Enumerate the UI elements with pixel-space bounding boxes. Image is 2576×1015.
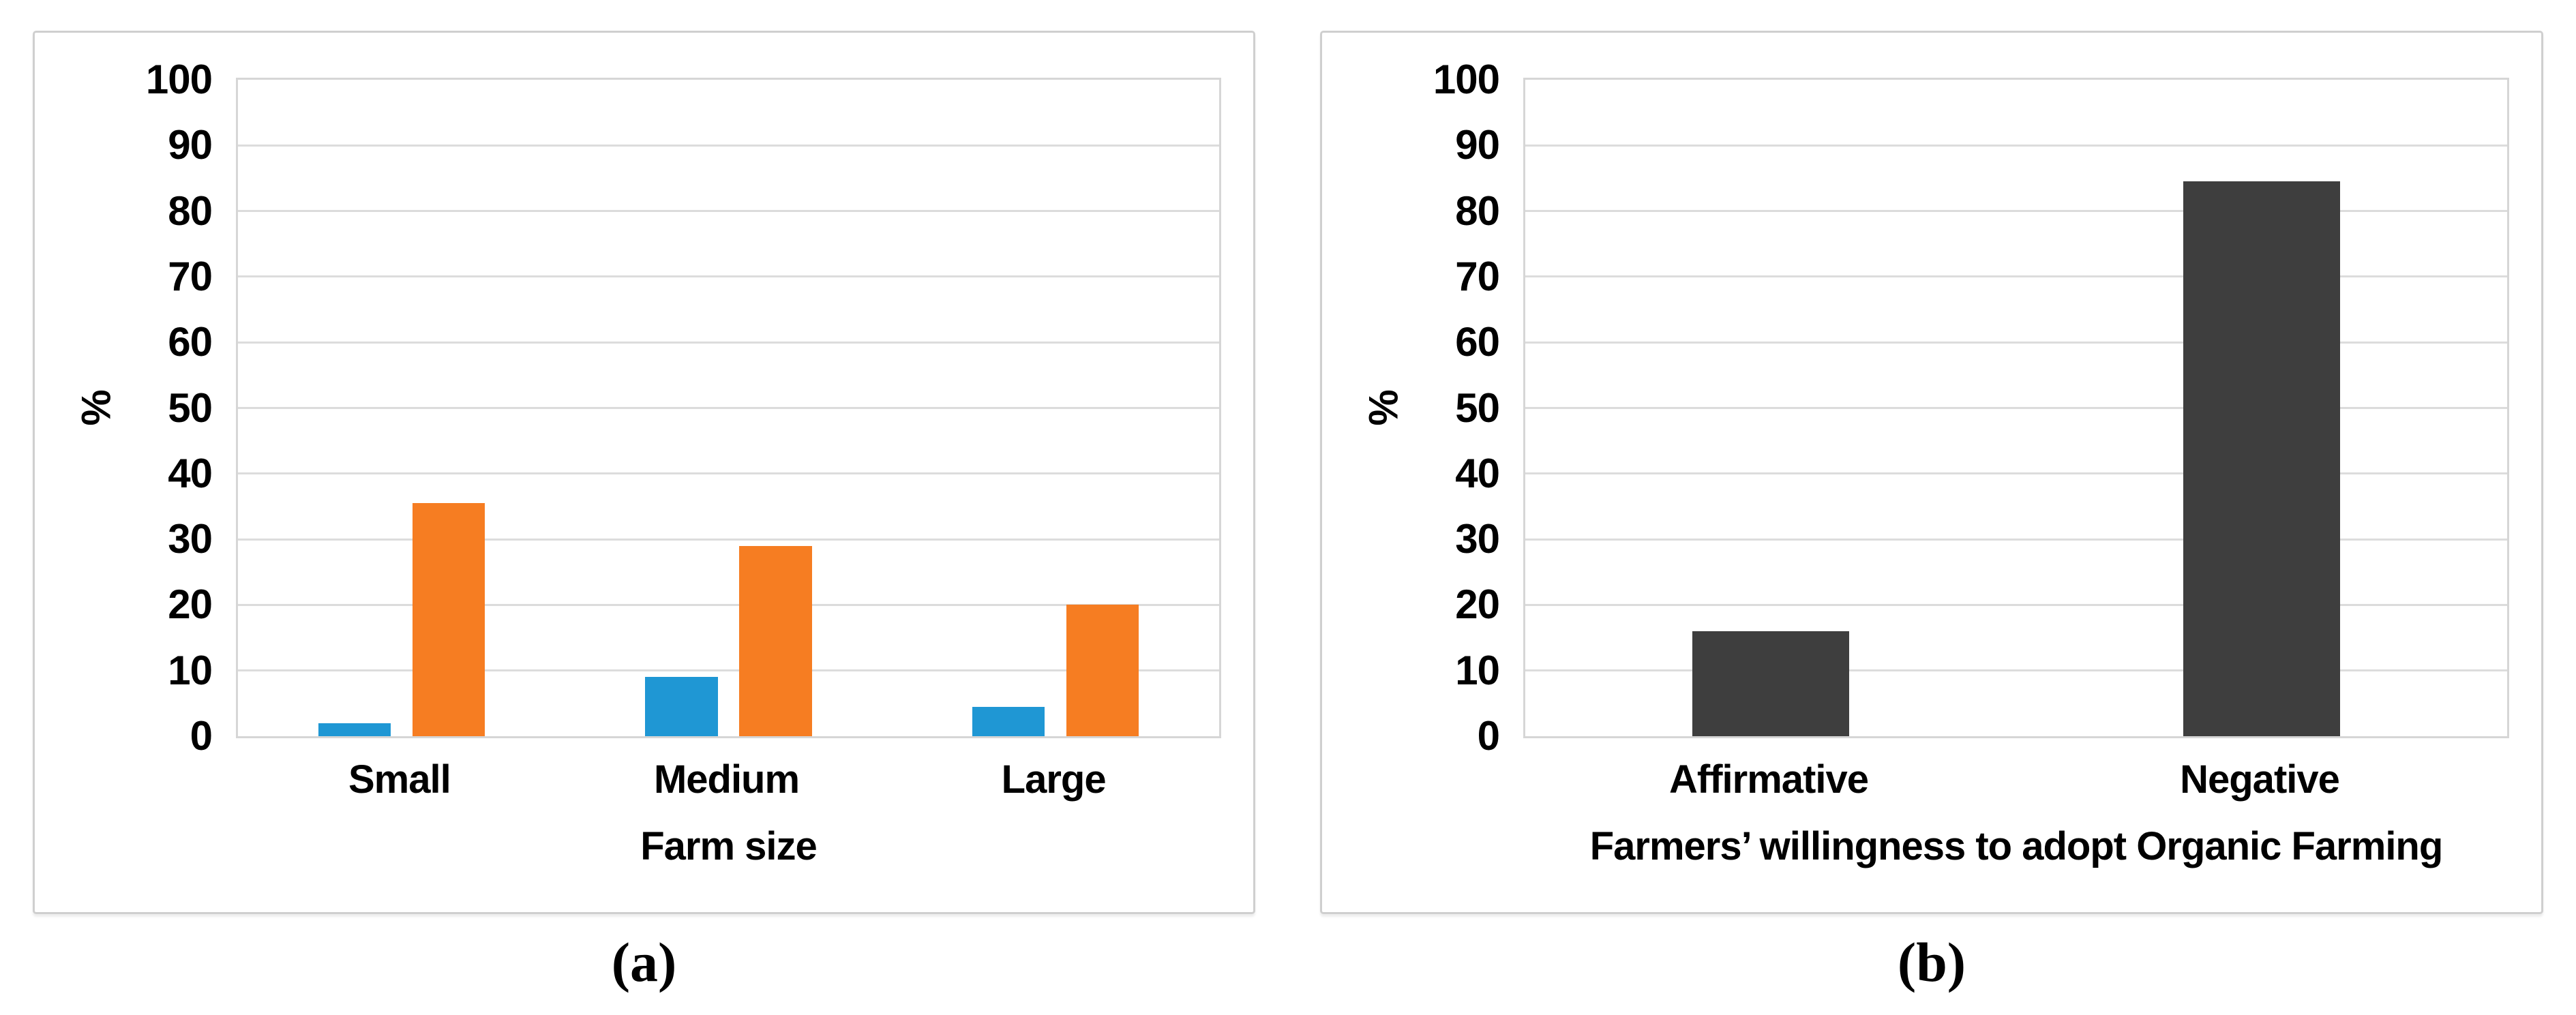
gridline-50	[1525, 407, 2507, 409]
y-tick-label-30: 30	[1455, 516, 1500, 562]
y-tick-label-40: 40	[168, 450, 213, 496]
y-axis-ticks: 0 10 20 30 40 50 60 70 80 90 100	[35, 33, 213, 912]
y-tick-label-0: 0	[190, 713, 213, 759]
y-tick-label-50: 50	[168, 384, 213, 431]
y-tick-label-100: 100	[1433, 57, 1500, 102]
y-tick-label-60: 60	[168, 319, 213, 365]
bar-small-series-2	[412, 503, 485, 736]
bar-chart-a: % 0 10 20 30 40 50 60 70 80 90 100 Small Medium Larg…	[35, 33, 1253, 912]
gridline-50	[238, 407, 1219, 409]
gridline-90	[238, 144, 1219, 147]
y-tick-label-0: 0	[1477, 713, 1500, 759]
gridline-30	[1525, 538, 2507, 541]
plot-area	[236, 78, 1221, 738]
y-tick-label-50: 50	[1455, 384, 1500, 431]
gridline-20	[238, 603, 1219, 606]
gridline-20	[1525, 603, 2507, 606]
gridline-80	[1525, 210, 2507, 213]
gridline-10	[238, 669, 1219, 672]
y-tick-label-90: 90	[168, 122, 213, 168]
gridline-60	[238, 341, 1219, 344]
bar-medium-series-2	[739, 545, 812, 736]
y-tick-label-70: 70	[168, 253, 213, 299]
y-tick-label-30: 30	[168, 516, 213, 562]
x-axis-title: Farm size	[640, 824, 818, 868]
bar-negative-series-1	[2183, 181, 2341, 736]
x-axis-title: Farmers’ willingness to adopt Organic Fa…	[1589, 824, 2444, 868]
bar-small-series-1	[318, 723, 391, 736]
x-tick-label-medium: Medium	[653, 757, 800, 802]
y-axis-ticks: 0 10 20 30 40 50 60 70 80 90 100	[1322, 33, 1500, 912]
gridline-70	[1525, 275, 2507, 278]
x-axis-ticks: Affirmative Negative	[1322, 33, 2541, 912]
x-tick-label-large: Large	[1001, 757, 1107, 802]
plot-area	[1523, 78, 2509, 738]
y-tick-label-20: 20	[168, 581, 213, 628]
y-tick-label-10: 10	[168, 647, 213, 693]
chart-panel-b: % 0 10 20 30 40 50 60 70 80 90 100 Affirmative Nega…	[1320, 31, 2543, 914]
x-tick-label-affirmative: Affirmative	[1669, 757, 1869, 802]
y-tick-label-80: 80	[1455, 187, 1500, 234]
x-tick-label-small: Small	[348, 757, 451, 802]
gridline-40	[238, 472, 1219, 475]
subfigure-caption-a: (a)	[611, 931, 677, 993]
y-tick-label-80: 80	[168, 187, 213, 234]
y-tick-label-90: 90	[1455, 122, 1500, 168]
x-axis-ticks: Small Medium Large	[35, 33, 1253, 912]
y-tick-label-40: 40	[1455, 450, 1500, 496]
y-tick-label-70: 70	[1455, 253, 1500, 299]
bar-chart-b: % 0 10 20 30 40 50 60 70 80 90 100 Affirmative Nega…	[1322, 33, 2541, 912]
y-tick-label-20: 20	[1455, 581, 1500, 628]
gridline-80	[238, 210, 1219, 213]
x-tick-label-negative: Negative	[2180, 757, 2340, 802]
bar-affirmative-series-1	[1692, 631, 1850, 736]
y-tick-label-10: 10	[1455, 647, 1500, 693]
subfigure-caption-b: (b)	[1897, 931, 1966, 993]
bar-large-series-2	[1066, 605, 1139, 736]
y-tick-label-100: 100	[145, 57, 213, 102]
bar-large-series-1	[972, 706, 1045, 736]
y-tick-label-60: 60	[1455, 319, 1500, 365]
gridline-10	[1525, 669, 2507, 672]
gridline-60	[1525, 341, 2507, 344]
chart-panel-a: % 0 10 20 30 40 50 60 70 80 90 100 Small Medium Larg…	[33, 31, 1255, 914]
gridline-40	[1525, 472, 2507, 475]
bar-medium-series-1	[645, 677, 718, 736]
gridline-70	[238, 275, 1219, 278]
gridline-90	[1525, 144, 2507, 147]
gridline-30	[238, 538, 1219, 541]
